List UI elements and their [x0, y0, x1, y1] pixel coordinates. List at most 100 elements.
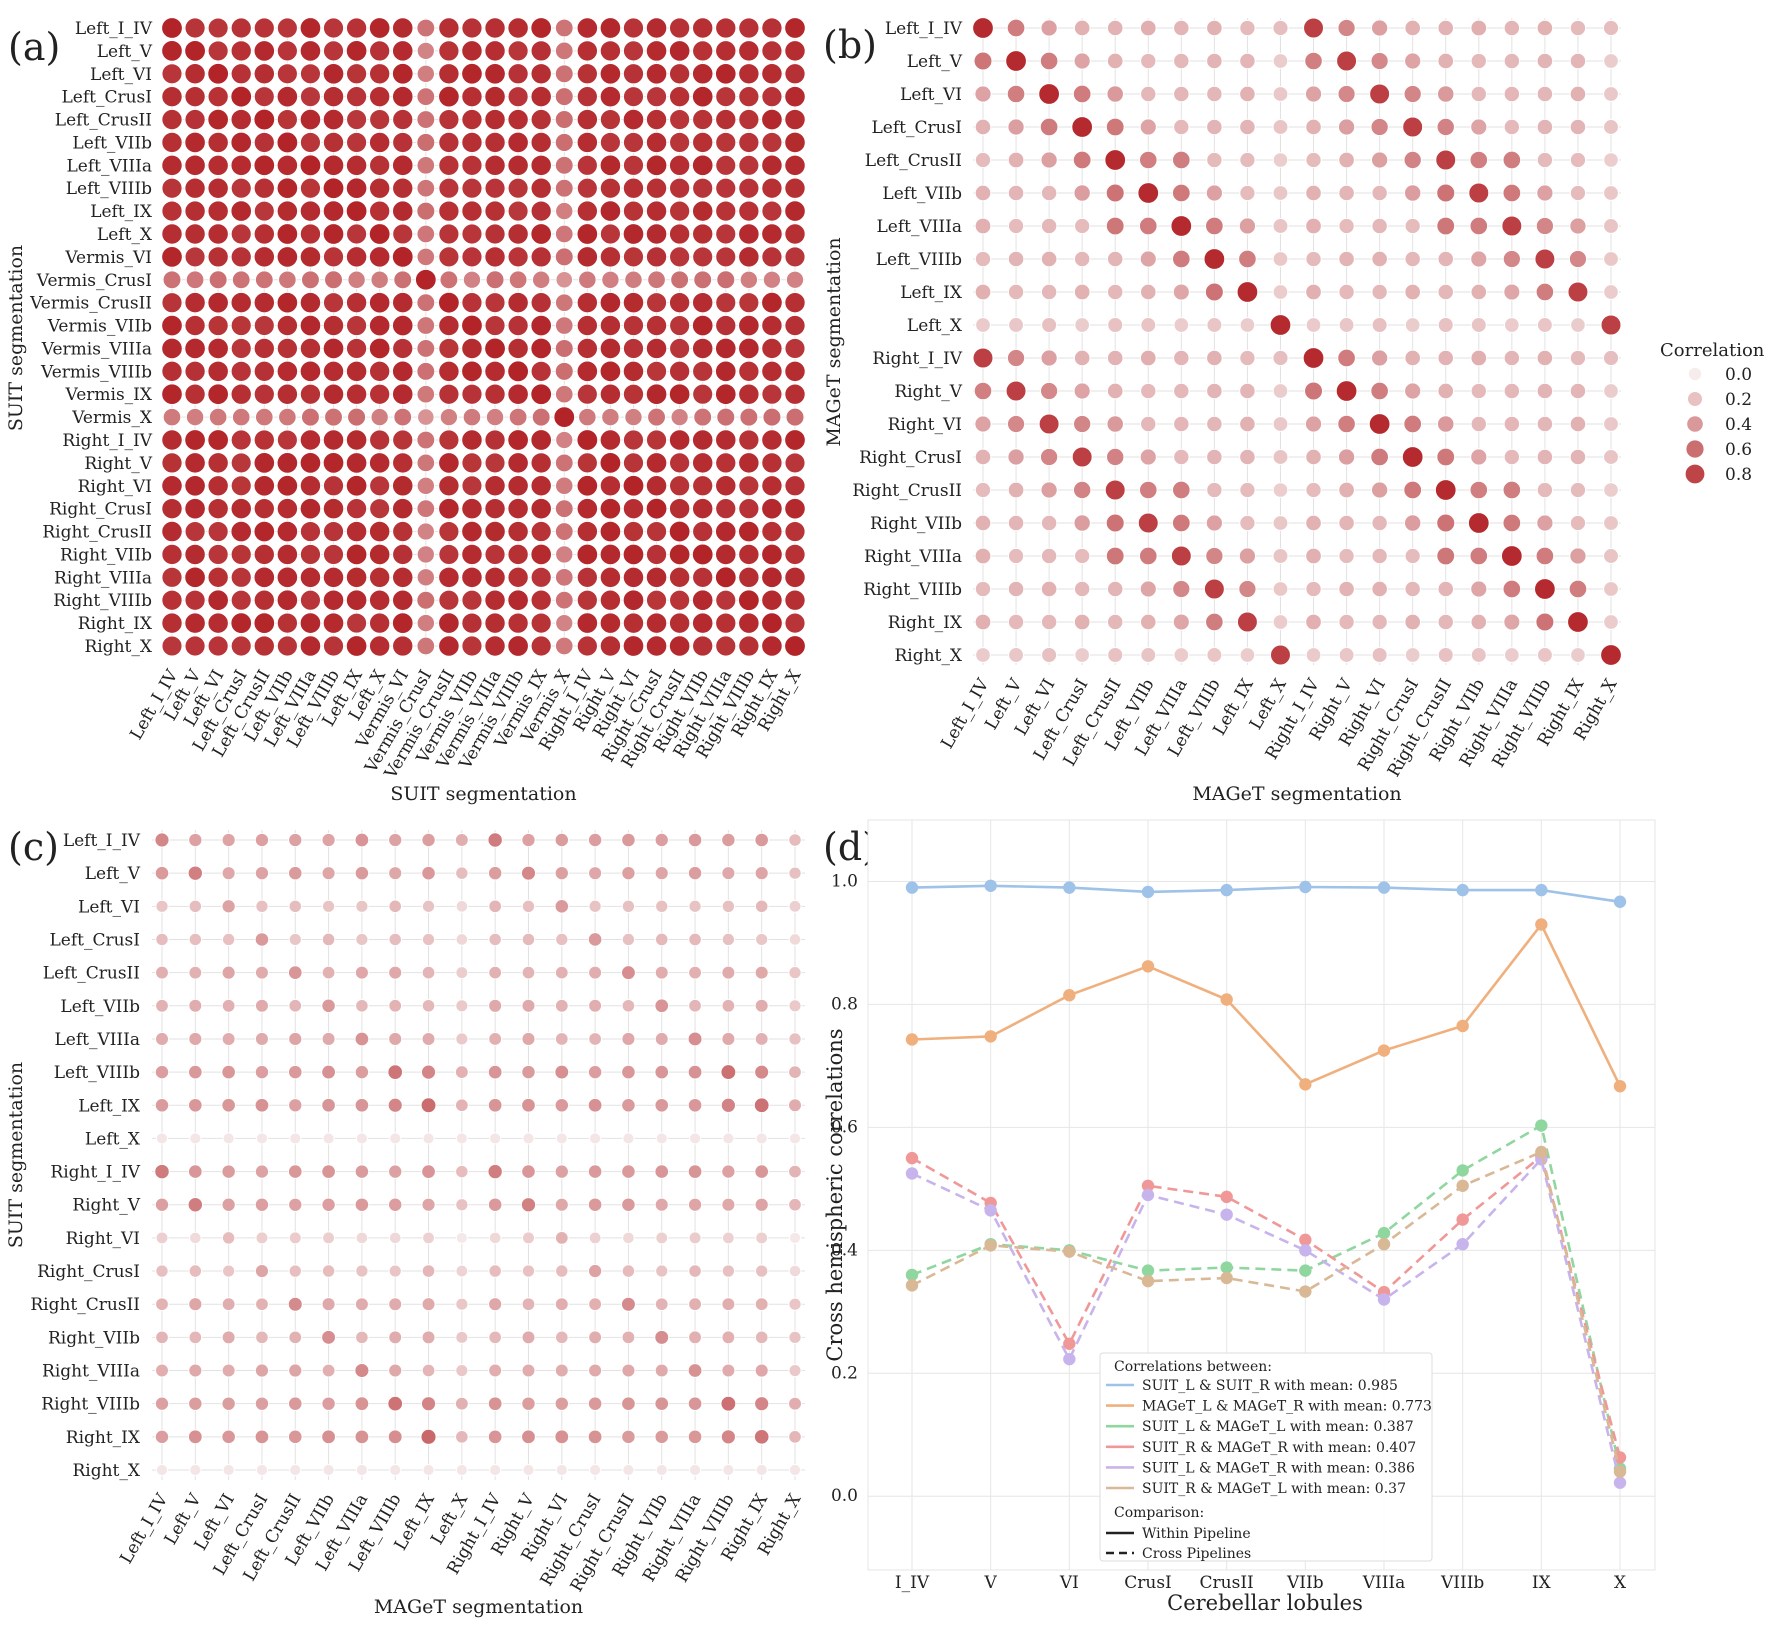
a-dot-right-viib-left-viiia [299, 543, 322, 566]
d-series-2-point-x [1613, 1079, 1627, 1093]
a-dot-left-vi-right-viib [691, 62, 714, 85]
b-dot-right-crusii-left-viiia [1171, 480, 1191, 500]
a-dot-left-ix-vermis-viib [461, 200, 483, 222]
c-dot-right-x-left-v [189, 1463, 202, 1477]
c-dot-left-v-right-x [788, 866, 802, 880]
a-dot-right-x-vermis-viiib [507, 635, 529, 657]
a-dot-vermis-viib-vermis-crusi [416, 316, 436, 335]
a-dot-left-crusi-right-crusi [645, 86, 668, 108]
c-dot-left-vi-right-vi [554, 899, 570, 914]
b-dot-left-vi-left-vi [1038, 83, 1060, 105]
a-dot-vermis-vi-right-viiib [738, 246, 760, 268]
a-dot-vermis-ix-vermis-crusii [438, 383, 460, 405]
a-dot-vermis-x-right-crusii [670, 407, 689, 427]
c-dot-left-x-right-crusi [589, 1132, 602, 1145]
a-dot-vermis-x-right-viiia [716, 407, 736, 427]
c-ytick-left-ix: Left_IX [78, 1096, 141, 1116]
c-dot-right-viib-left-viiib [388, 1330, 403, 1345]
a-dot-left-viiia-vermis-crusii [438, 154, 460, 176]
c-dot-left-i-iv-left-crusii [288, 832, 303, 848]
a-ytick-left-v: Left_V [97, 42, 153, 62]
a-dot-left-ix-right-x [784, 200, 806, 222]
c-dot-right-viiia-left-i-iv [155, 1363, 169, 1378]
a-dot-left-viiib-left-i-iv [161, 177, 183, 199]
c-dot-left-i-iv-right-vi [554, 832, 570, 848]
a-dot-right-crusii-vermis-viiib [507, 520, 529, 543]
b-ytick-left-vi: Left_VI [900, 85, 962, 105]
a-dot-left-viib-right-v [599, 131, 621, 154]
b-ytick-right-crusii: Right_CrusII [852, 481, 962, 501]
a-dot-vermis-ix-left-viiib [322, 383, 345, 405]
a-dot-right-v-right-viiib [738, 452, 760, 474]
c-dot-right-ix-right-i-iv [487, 1429, 503, 1445]
a-dot-right-ix-vermis-crusi [416, 613, 436, 633]
c-dot-left-viiia-right-viib [654, 1031, 669, 1046]
c-dot-right-v-right-ix [754, 1197, 769, 1212]
a-dot-vermis-ix-vermis-vi [391, 383, 414, 406]
a-dot-left-vi-right-viiia [714, 62, 737, 85]
a-dot-left-v-right-viiib [738, 40, 760, 62]
a-dot-right-crusii-vermis-viib [461, 520, 483, 543]
a-dot-left-i-iv-vermis-vi [391, 17, 414, 39]
c-dot-right-vi-left-viib [322, 1231, 336, 1245]
a-dot-left-x-right-viiia [715, 223, 737, 245]
c-dot-left-viiib-right-vi [554, 1064, 570, 1080]
a-dot-vermis-vi-right-i-iv [576, 246, 599, 268]
a-dot-left-v-vermis-crusi [416, 41, 435, 61]
a-dot-left-crusi-right-i-iv [576, 86, 598, 108]
c-dot-right-x-right-i-iv [489, 1463, 502, 1477]
b-dot-left-v-left-crusi [1073, 52, 1091, 70]
a-dot-right-ix-right-crusi [645, 612, 668, 634]
d-series-6-point-x [1613, 1465, 1627, 1478]
a-dot-vermis-ix-vermis-ix [530, 383, 553, 406]
a-dot-right-crusi-left-viiia [299, 497, 322, 520]
c-dot-right-viiib-left-x [454, 1396, 469, 1411]
c-dot-left-i-iv-right-viib [654, 832, 669, 848]
b-dot-right-i-iv-right-i-iv [1302, 347, 1325, 369]
c-ytick-left-viiib: Left_VIIIb [54, 1063, 140, 1083]
c-dot-right-viiia-right-ix [754, 1363, 769, 1378]
b-dot-right-viiia-left-crusi [1074, 547, 1091, 565]
b-legend-dot-0-8 [1684, 463, 1706, 485]
c-dot-right-v-right-v [520, 1197, 537, 1213]
c-dot-right-x-left-crusi [255, 1463, 269, 1477]
a-ytick-right-viib: Right_VIIb [60, 545, 152, 565]
b-dot-right-i-iv-left-viiib [1206, 349, 1223, 367]
b-dot-right-ix-right-viiia [1503, 613, 1521, 631]
a-dot-vermis-crusi-right-viib [693, 270, 713, 290]
a-dot-right-crusi-left-ix [345, 498, 368, 520]
b-dot-right-vi-right-viiia [1503, 415, 1521, 433]
a-dot-vermis-ix-right-x [784, 383, 806, 405]
a-dot-right-x-left-crusi [230, 635, 252, 657]
b-dot-right-crusii-left-v [1007, 481, 1025, 499]
c-dot-left-viiib-left-viiia [354, 1064, 370, 1080]
a-dot-vermis-viib-right-vi [622, 314, 645, 337]
a-dot-right-viib-vermis-crusii [438, 543, 460, 566]
d-series-6-point-i-iv [905, 1279, 919, 1292]
b-dot-left-ix-right-viiib [1535, 282, 1555, 302]
b-dot-right-viiib-left-vi [1040, 580, 1058, 598]
a-dot-left-viiib-left-v [184, 177, 206, 199]
a-ytick-vermis-vi: Vermis_VI [64, 248, 152, 268]
b-dot-right-viiia-right-vi [1371, 547, 1388, 565]
a-dot-left-vi-left-crusi [230, 63, 252, 85]
d-xtick-v: V [984, 1573, 998, 1593]
a-dot-vermis-viiib-right-i-iv [576, 360, 599, 383]
c-ytick-right-ix: Right_IX [66, 1428, 141, 1448]
c-dot-right-viiib-left-viib [321, 1396, 336, 1411]
c-dot-left-vi-right-v [521, 899, 536, 914]
a-dot-right-viiib-vermis-x [554, 590, 574, 610]
a-dot-right-viiib-vermis-vi [391, 589, 414, 611]
a-dot-left-crusii-vermis-x [554, 110, 574, 130]
a-dot-left-vi-vermis-viiib [507, 63, 529, 85]
b-dot-right-crusi-left-vi [1039, 447, 1059, 467]
a-dot-right-i-iv-right-x [784, 429, 806, 451]
b-ytick-right-viib: Right_VIIb [870, 514, 962, 534]
d-series-3-point-crusii [1220, 1261, 1233, 1274]
c-dot-right-viiib-right-crusii [621, 1396, 636, 1412]
c-dot-left-ix-left-i-iv [154, 1098, 170, 1113]
a-dot-right-viiib-right-vi [622, 589, 645, 612]
a-dot-left-viib-right-vi [622, 131, 645, 154]
b-dot-left-viiia-right-crusi [1404, 217, 1421, 235]
a-dot-right-i-iv-vermis-crusii [438, 429, 460, 451]
